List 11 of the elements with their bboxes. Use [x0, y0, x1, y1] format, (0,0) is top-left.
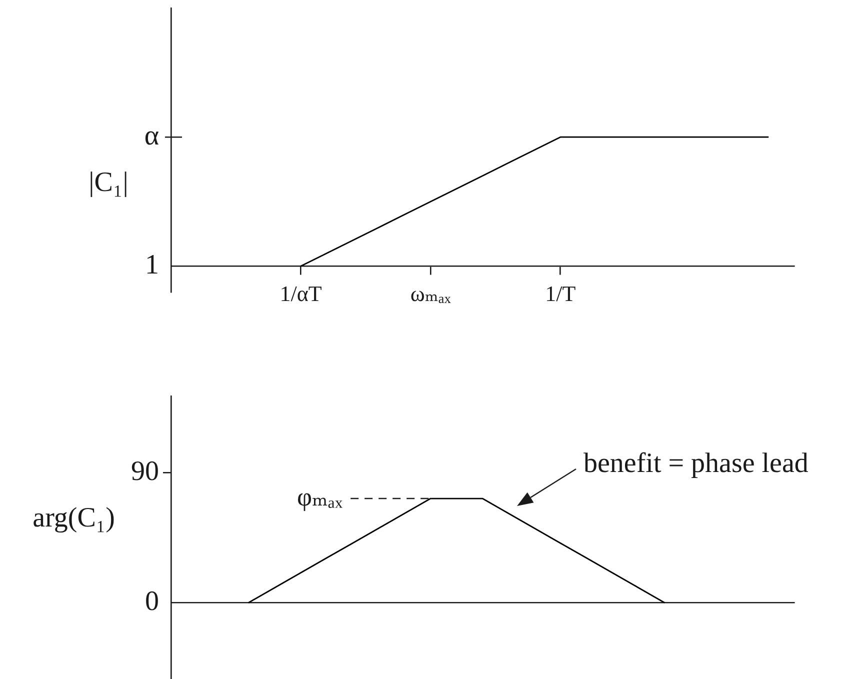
annotation: benefit = phase lead [584, 448, 808, 479]
y-tick-label: 90 [131, 456, 159, 487]
y-tick-label: 0 [145, 586, 159, 617]
y-axis-title: |C₁| [88, 166, 128, 198]
x-tick-label: ωₘₐₓ [410, 281, 452, 306]
ref-line-label: φₘₐₓ [296, 482, 344, 512]
x-tick-label: 1/T [545, 281, 576, 306]
y-axis-title: arg(C₁) [32, 502, 115, 534]
text: 1 [145, 250, 159, 281]
text: α [144, 120, 160, 152]
x-tick-label: 1/αT [280, 281, 322, 306]
